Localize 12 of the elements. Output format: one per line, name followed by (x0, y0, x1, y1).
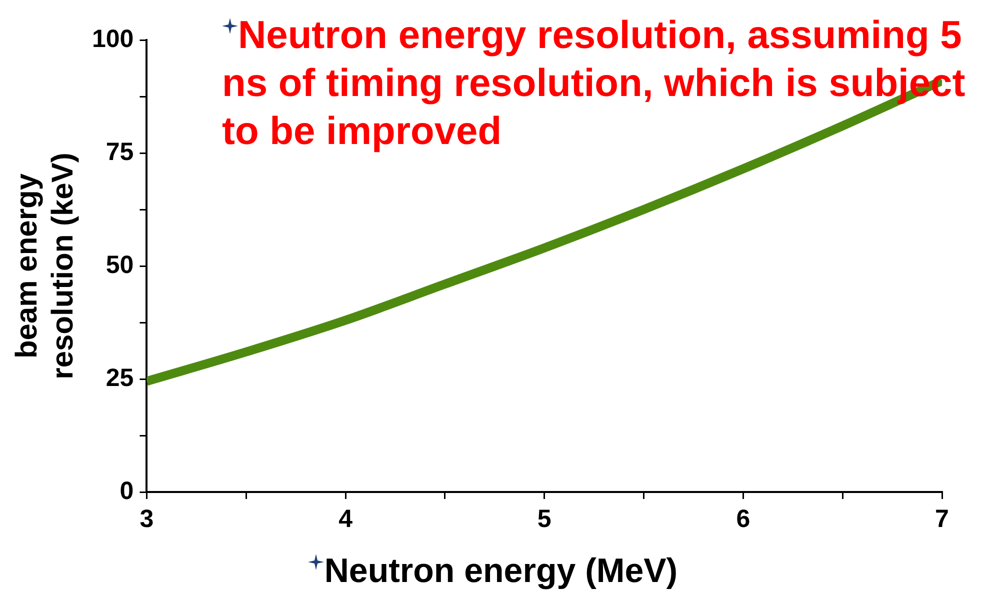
x-axis-title: Neutron energy (MeV) (324, 552, 678, 590)
y-axis-title: beam energy resolution (keV) (10, 152, 80, 380)
y-tick-label: 25 (106, 364, 134, 392)
x-tick-label: 4 (338, 504, 353, 533)
y-tick-label: 100 (92, 24, 134, 53)
x-tick-label: 6 (736, 504, 750, 533)
x-tick-label: 5 (537, 504, 552, 533)
x-tick-label: 3 (140, 504, 154, 533)
y-tick-label: 75 (106, 138, 134, 166)
y-tick-label: 50 (106, 250, 134, 279)
x-tick-label: 7 (935, 504, 949, 533)
y-tick-label: 0 (120, 476, 134, 505)
